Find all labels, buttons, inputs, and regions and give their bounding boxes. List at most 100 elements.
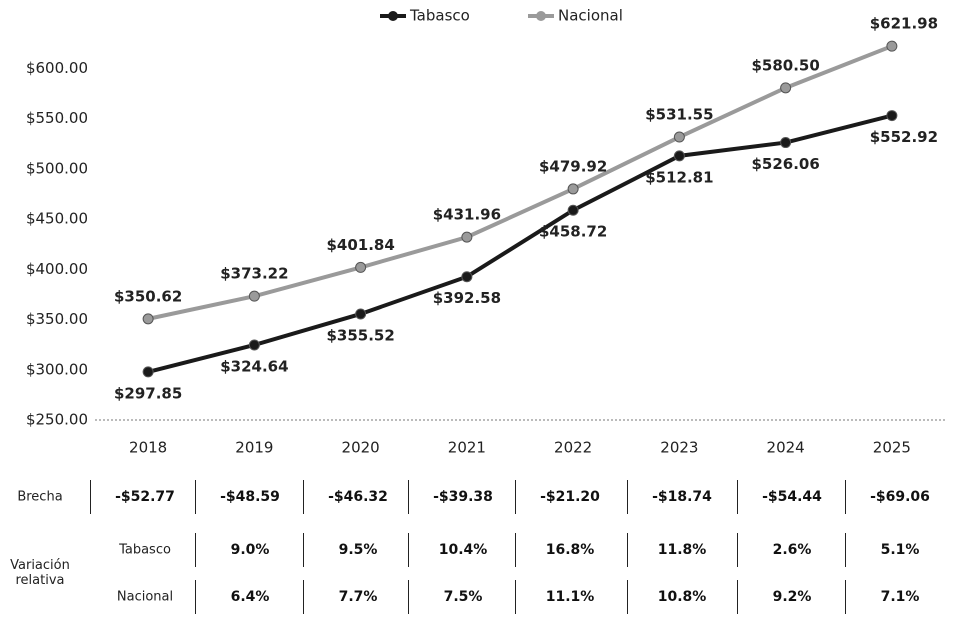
separator — [515, 533, 516, 567]
table-cell: -$52.77 — [115, 489, 175, 505]
y-tick-label: $500.00 — [26, 159, 88, 177]
separator — [408, 480, 409, 514]
separator — [195, 580, 196, 614]
separator — [195, 533, 196, 567]
y-tick-label: $300.00 — [26, 360, 88, 378]
table-cell: -$46.32 — [328, 489, 388, 505]
legend-marker — [388, 11, 398, 21]
table-cell: -$18.74 — [652, 489, 712, 505]
x-tick-label: 2022 — [554, 439, 592, 457]
separator — [303, 580, 304, 614]
data-label: $401.84 — [326, 236, 394, 254]
separator — [845, 580, 846, 614]
x-tick-label: 2025 — [873, 439, 911, 457]
separator — [515, 480, 516, 514]
series-line — [147, 44, 893, 321]
data-label: $526.06 — [751, 155, 819, 173]
y-tick-label: $350.00 — [26, 310, 88, 328]
table-cell: 6.4% — [230, 589, 270, 605]
data-point — [461, 271, 473, 283]
data-point — [673, 131, 685, 143]
separator — [627, 480, 628, 514]
data-point — [355, 261, 367, 273]
separator — [845, 533, 846, 567]
separator — [737, 533, 738, 567]
separator — [737, 480, 738, 514]
data-point — [567, 204, 579, 216]
separator — [737, 580, 738, 614]
x-tick-label: 2023 — [660, 439, 698, 457]
data-label: $512.81 — [645, 168, 713, 186]
separator — [845, 480, 846, 514]
legend-label: Nacional — [558, 7, 623, 25]
data-point — [461, 231, 473, 243]
separator — [408, 533, 409, 567]
table-cell: 16.8% — [545, 542, 595, 558]
y-tick-label: $600.00 — [26, 59, 88, 77]
table-cell: 10.4% — [438, 542, 488, 558]
data-point — [142, 313, 154, 325]
table-cell: 7.7% — [338, 589, 378, 605]
separator — [195, 480, 196, 514]
table-cell: 7.5% — [443, 589, 483, 605]
table-cell: -$54.44 — [762, 489, 822, 505]
x-tick-label: 2018 — [129, 439, 167, 457]
x-tick-label: 2020 — [342, 439, 380, 457]
table-cell: 10.8% — [657, 589, 707, 605]
row-label: Nacional — [116, 589, 174, 605]
data-label: $479.92 — [539, 157, 607, 175]
data-point — [248, 339, 260, 351]
table-cell: 5.1% — [880, 542, 920, 558]
table-cell: -$48.59 — [220, 489, 280, 505]
legend-label: Tabasco — [409, 7, 470, 25]
row-label: Variación relativa — [10, 558, 70, 588]
table-cell: -$21.20 — [540, 489, 600, 505]
table-cell: 9.0% — [230, 542, 270, 558]
series-line — [147, 113, 893, 374]
y-tick-label: $450.00 — [26, 210, 88, 228]
data-label: $458.72 — [539, 223, 607, 241]
x-tick-label: 2024 — [767, 439, 805, 457]
y-tick-label: $550.00 — [26, 109, 88, 127]
table-cell: 7.1% — [880, 589, 920, 605]
y-tick-label: $250.00 — [26, 411, 88, 429]
legend-marker — [536, 11, 546, 21]
data-label: $392.58 — [433, 289, 501, 307]
table-cell: 9.2% — [772, 589, 812, 605]
separator — [515, 580, 516, 614]
separator — [627, 580, 628, 614]
table-cell: 2.6% — [772, 542, 812, 558]
data-label: $431.96 — [433, 206, 501, 224]
data-label: $580.50 — [751, 56, 819, 74]
data-point — [886, 40, 898, 52]
table-cell: 9.5% — [338, 542, 378, 558]
data-label: $324.64 — [220, 357, 288, 375]
separator — [303, 480, 304, 514]
y-tick-label: $400.00 — [26, 260, 88, 278]
data-point — [780, 82, 792, 94]
x-tick-label: 2019 — [235, 439, 273, 457]
data-label: $621.98 — [870, 15, 938, 33]
separator — [627, 533, 628, 567]
data-point — [886, 110, 898, 122]
data-point — [142, 366, 154, 378]
separator — [408, 580, 409, 614]
separator — [90, 480, 91, 514]
table-cell: 11.8% — [657, 542, 707, 558]
data-point — [567, 183, 579, 195]
x-tick-label: 2021 — [448, 439, 486, 457]
data-label: $297.85 — [114, 384, 182, 402]
data-point — [355, 308, 367, 320]
data-point — [248, 290, 260, 302]
data-label: $350.62 — [114, 287, 182, 305]
separator — [303, 533, 304, 567]
row-label: Brecha — [17, 489, 63, 505]
data-label: $531.55 — [645, 106, 713, 124]
table-cell: -$69.06 — [870, 489, 930, 505]
table-cell: -$39.38 — [433, 489, 493, 505]
table-cell: 11.1% — [545, 589, 595, 605]
data-label: $373.22 — [220, 265, 288, 283]
row-label: Tabasco — [119, 542, 171, 558]
